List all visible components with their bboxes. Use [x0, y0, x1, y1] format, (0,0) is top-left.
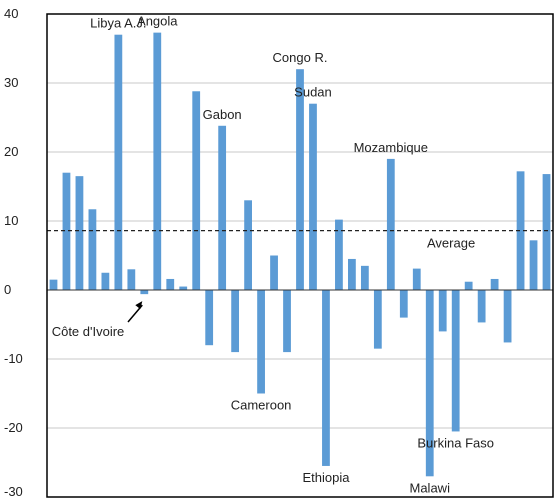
bar [49, 279, 58, 290]
bar [503, 290, 512, 343]
bar [529, 240, 538, 290]
y-axis-ticks: -30 -20 -10 0 10 20 30 40 [4, 6, 23, 498]
bar [153, 32, 162, 290]
annotation-label: Cameroon [231, 398, 292, 413]
bar [464, 281, 473, 290]
y-tick-label: 40 [4, 6, 18, 21]
bar [451, 290, 460, 432]
bar [490, 278, 499, 290]
bar [283, 290, 291, 353]
cote-divoire-arrow [127, 301, 143, 323]
annotation-label: Côte d'Ivoire [52, 324, 125, 339]
annotations: Libya A.J.Angola Côte d'Ivoire Gabon Camero… [52, 14, 494, 496]
y-tick-label: 20 [4, 144, 18, 159]
bar [309, 103, 317, 290]
annotation-label: Angola [137, 14, 178, 29]
bar [114, 34, 123, 291]
bars [49, 32, 551, 477]
bar [296, 69, 304, 290]
bar [373, 290, 382, 349]
bar [88, 209, 97, 290]
bar [438, 290, 447, 332]
bar [348, 258, 356, 290]
bar [244, 200, 252, 290]
bar [516, 171, 525, 290]
average-label: Average [427, 236, 475, 251]
bar [412, 268, 421, 290]
y-tick-label: -30 [4, 484, 23, 498]
bar [62, 172, 71, 290]
y-tick-label: -10 [4, 351, 23, 366]
annotation-label: Burkina Faso [417, 435, 494, 450]
bar [360, 265, 369, 290]
bar [477, 290, 486, 323]
y-tick-label: 30 [4, 75, 18, 90]
bar [270, 255, 278, 290]
annotation-label: Libya A.J. [90, 16, 146, 31]
y-tick-label: 10 [4, 213, 18, 228]
bar [127, 269, 136, 290]
bar [75, 176, 84, 290]
y-tick-label: -20 [4, 420, 23, 435]
bar [218, 125, 227, 290]
bar [231, 290, 240, 353]
bar [205, 290, 214, 346]
bar [257, 290, 265, 394]
plot-frame [46, 13, 554, 498]
bar [399, 290, 408, 318]
annotation-label: Ethiopia [302, 470, 350, 485]
bar [166, 278, 175, 290]
bar [542, 174, 551, 290]
bar [179, 286, 188, 290]
y-tick-label: 0 [4, 282, 11, 297]
annotation-label: Sudan [294, 85, 332, 100]
bar [192, 91, 201, 290]
annotation-label: Gabon [203, 107, 242, 122]
bar [386, 158, 395, 290]
annotation-label: Congo R. [273, 50, 328, 65]
bar [335, 219, 343, 290]
bar [425, 290, 434, 477]
bar [101, 272, 110, 290]
bar [322, 290, 330, 466]
annotation-label: Malawi [410, 480, 451, 495]
annotation-label: Mozambique [354, 140, 428, 155]
bar [140, 290, 149, 295]
